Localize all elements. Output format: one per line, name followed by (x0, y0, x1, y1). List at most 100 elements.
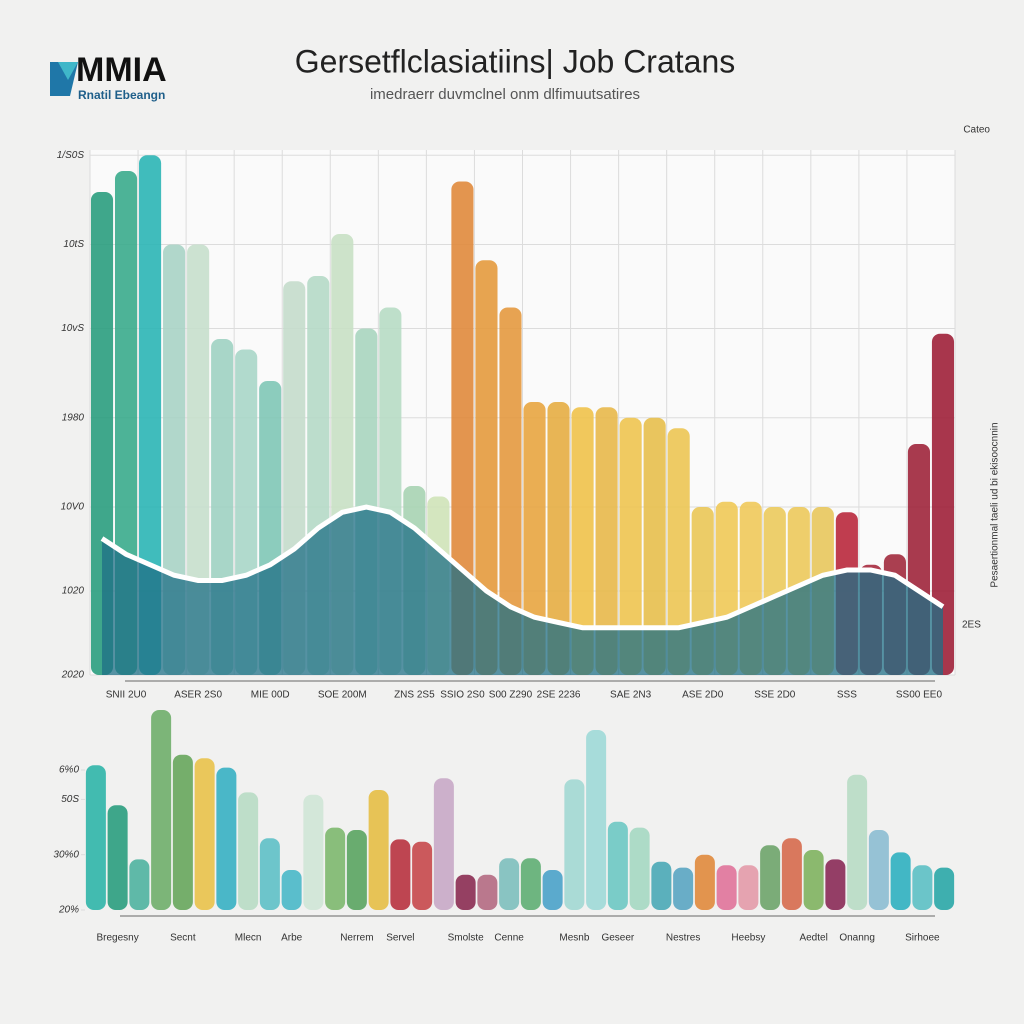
x-tick-label: Bregesny (97, 933, 139, 944)
x-tick-label: SAE 2N3 (610, 690, 652, 701)
y-tick-label: 10tS (63, 239, 84, 250)
bar (187, 244, 210, 675)
bar (760, 845, 781, 910)
bar (451, 181, 474, 675)
trend-area (102, 507, 943, 675)
bar (586, 730, 607, 910)
bar (542, 870, 563, 910)
bar (238, 792, 259, 910)
x-tick-label: Geseer (601, 933, 634, 944)
bar (172, 754, 193, 910)
trend-line (100, 504, 945, 631)
bar (673, 867, 694, 910)
x-tick-label: Cenne (494, 933, 524, 944)
logo-mark-accent (58, 62, 78, 80)
x-tick-label: Servel (386, 933, 414, 944)
bar (477, 874, 498, 910)
bar (163, 244, 186, 675)
bar (595, 407, 618, 675)
y-tick-label: 1020 (62, 586, 85, 597)
bar (499, 858, 520, 910)
x-tick-label: Mlecn (235, 933, 262, 944)
bar (325, 827, 346, 910)
x-tick-label: Secnt (170, 933, 196, 944)
bar (412, 841, 433, 910)
x-tick-label: SSIO 2S0 (440, 690, 485, 701)
y-tick-label: 2020 (61, 670, 85, 681)
x-tick-label: SNII 2U0 (106, 690, 147, 701)
y-tick-label: 30%0 (53, 849, 79, 860)
y-tick-label: 10V0 (61, 502, 85, 513)
bar (520, 858, 541, 910)
x-tick-label: ASE 2D0 (682, 690, 724, 701)
x-tick-label: Nestres (666, 933, 700, 944)
bar (107, 805, 128, 910)
logo-subtitle: Rnatil Ebeangn (78, 88, 165, 102)
bar (825, 859, 846, 910)
x-tick-label: Arbe (281, 933, 303, 944)
x-tick-label: S00 Z290 (489, 690, 533, 701)
y-tick-label: 50S (61, 794, 79, 805)
bar (547, 402, 570, 675)
bar (216, 767, 237, 910)
bar (803, 850, 824, 910)
bar (651, 861, 672, 910)
bar (475, 260, 498, 675)
bar (868, 830, 889, 910)
bar (303, 794, 324, 910)
x-tick-label: Smolste (448, 933, 485, 944)
bar (931, 333, 955, 675)
x-tick-label: SSS (837, 690, 857, 701)
x-tick-label: SS00 EE0 (896, 690, 943, 701)
bar (934, 867, 955, 910)
bar (368, 790, 389, 910)
logo-title: MMIA (76, 51, 167, 89)
y-tick-label: 1/S0S (57, 150, 85, 161)
bar (912, 865, 933, 910)
bar (139, 155, 162, 675)
x-tick-label: ASER 2S0 (174, 690, 222, 701)
x-tick-label: Mesnb (559, 933, 589, 944)
bar (564, 779, 585, 910)
bar (281, 870, 302, 910)
end-label: 2ES (962, 620, 981, 631)
y-tick-label: 1980 (62, 412, 85, 423)
bar (433, 778, 454, 910)
bar (643, 417, 666, 675)
bar (716, 865, 737, 910)
x-tick-label: 2SE 2236 (537, 690, 581, 701)
bar (390, 839, 411, 910)
x-tick-label: MIE 00D (251, 690, 290, 701)
y-tick-label: 10vS (61, 323, 84, 334)
bar (619, 417, 642, 675)
y-tick-label: 6%0 (59, 765, 79, 776)
chart-subtitle: imedraerr duvmclnel onm dlfimuutsatires (370, 86, 640, 103)
chart-title: Gersetflclasiatiins| Job Cratans (295, 43, 735, 79)
x-tick-label: Nerrem (340, 933, 373, 944)
bar (571, 407, 594, 675)
bar (346, 830, 367, 910)
right-axis-label: Pesaertionmal taeli ud bi ekisoocnnin (990, 422, 1001, 587)
bar (151, 710, 172, 910)
bar (694, 854, 715, 910)
bar (781, 838, 802, 910)
bar (738, 865, 759, 910)
bar (890, 852, 911, 910)
corner-label: Cateo (963, 125, 990, 136)
bar (499, 307, 522, 675)
bar (455, 874, 476, 910)
bar (523, 402, 546, 675)
bar (847, 774, 868, 910)
bar (259, 838, 280, 910)
bar (607, 821, 628, 910)
x-tick-label: Aedtel (799, 933, 827, 944)
bar (629, 827, 650, 910)
x-tick-label: Heebsy (731, 933, 765, 944)
bar (194, 758, 215, 910)
x-tick-label: ZNS 2S5 (394, 690, 435, 701)
y-tick-label: 20% (58, 905, 79, 916)
bar (129, 859, 150, 910)
x-tick-label: SOE 200M (318, 690, 367, 701)
bar (85, 765, 106, 910)
